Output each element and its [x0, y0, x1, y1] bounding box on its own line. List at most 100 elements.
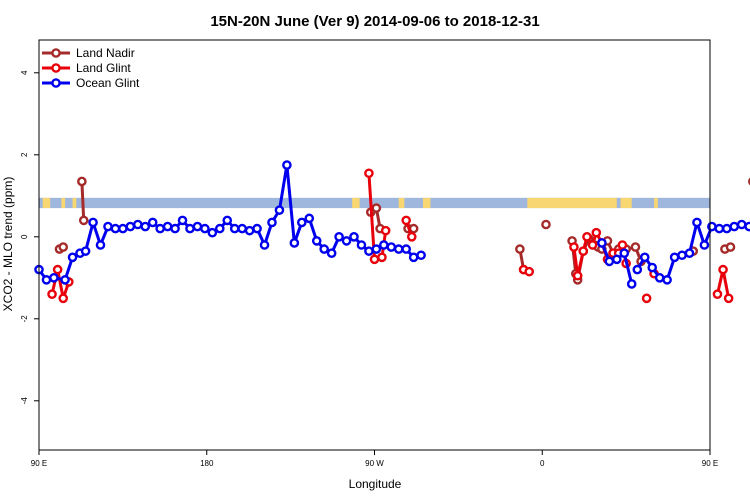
data-point-land-nadir	[725, 242, 736, 252]
data-point-land-glint	[401, 215, 411, 226]
data-point-ocean-glint	[282, 160, 292, 170]
x-axis-ticks: 90 E 180 90 W 0 90 E	[31, 450, 718, 468]
data-point-ocean-glint	[162, 221, 173, 232]
data-point-ocean-glint	[311, 236, 322, 246]
y-tick-label: -4	[20, 397, 29, 405]
data-point-ocean-glint	[744, 221, 750, 232]
data-point-land-nadir	[58, 242, 69, 252]
series-ocean-glint	[34, 160, 750, 289]
y-tick-label: 0	[20, 234, 29, 239]
land-band-segment	[398, 197, 405, 209]
data-point-ocean-glint	[632, 264, 643, 275]
data-point-land-glint	[406, 231, 417, 242]
data-point-ocean-glint	[304, 213, 315, 224]
data-point-ocean-glint	[393, 244, 404, 254]
data-point-ocean-glint	[170, 223, 180, 234]
x-tick-label: 0	[540, 459, 545, 468]
data-point-land-glint	[369, 254, 380, 265]
data-point-land-glint	[718, 264, 728, 275]
data-point-land-glint	[587, 240, 598, 250]
land-band-segment	[654, 197, 658, 209]
data-point-land-nadir	[541, 219, 551, 230]
data-point-land-glint	[47, 289, 57, 300]
data-point-ocean-glint	[118, 223, 128, 234]
data-point-ocean-glint	[699, 240, 710, 250]
x-tick-label: 180	[200, 459, 214, 468]
series-line-ocean-glint	[37, 163, 422, 282]
legend-label-land-glint: Land Glint	[76, 61, 131, 75]
data-point-ocean-glint	[349, 231, 359, 242]
data-point-ocean-glint	[49, 272, 59, 283]
data-point-ocean-glint	[721, 223, 732, 234]
land-band-segment	[42, 197, 51, 209]
data-point-ocean-glint	[379, 240, 389, 250]
y-tick-label: 2	[20, 152, 29, 157]
data-point-ocean-glint	[88, 217, 98, 228]
data-point-ocean-glint	[408, 252, 419, 263]
y-axis-label: XCO2 - MLO trend (ppm)	[1, 177, 15, 312]
data-point-land-glint	[380, 225, 391, 236]
legend-label-ocean-glint: Ocean Glint	[76, 76, 140, 90]
data-point-ocean-glint	[401, 244, 411, 254]
series-line-land-nadir	[80, 181, 86, 221]
data-point-ocean-glint	[185, 223, 195, 234]
data-point-land-glint	[572, 270, 583, 281]
land-band-segment	[72, 197, 77, 209]
plot-series	[34, 160, 750, 304]
data-point-land-nadir	[371, 203, 382, 213]
data-point-ocean-glint	[67, 252, 78, 263]
data-point-ocean-glint	[356, 240, 367, 250]
data-point-ocean-glint	[200, 223, 210, 234]
land-ocean-strip	[39, 197, 710, 209]
data-point-ocean-glint	[736, 219, 747, 230]
land-band-segment	[527, 197, 617, 209]
data-point-ocean-glint	[604, 256, 615, 267]
x-tick-label: 90 E	[702, 459, 718, 468]
data-point-ocean-glint	[386, 242, 397, 252]
data-point-ocean-glint	[654, 272, 665, 283]
chart-title: 15N-20N June (Ver 9) 2014-09-06 to 2018-…	[210, 13, 539, 30]
data-point-ocean-glint	[267, 217, 277, 228]
data-point-ocean-glint	[647, 262, 658, 273]
data-point-land-glint	[723, 293, 734, 304]
data-point-ocean-glint	[677, 250, 687, 261]
data-point-land-glint	[377, 252, 387, 263]
legend-marker-ocean-glint	[51, 78, 61, 88]
data-point-ocean-glint	[707, 221, 717, 232]
y-axis-ticks: -4 -2 0 2 4	[20, 70, 39, 404]
legend-label-land-nadir: Land Nadir	[76, 46, 135, 60]
data-point-ocean-glint	[289, 238, 300, 248]
data-point-ocean-glint	[692, 217, 702, 228]
data-point-ocean-glint	[95, 240, 106, 250]
data-point-ocean-glint	[626, 279, 637, 289]
data-point-ocean-glint	[319, 244, 329, 254]
data-point-ocean-glint	[207, 227, 218, 238]
data-point-ocean-glint	[729, 221, 740, 232]
data-point-ocean-glint	[326, 248, 337, 258]
y-tick-label: 4	[20, 70, 29, 75]
data-point-ocean-glint	[110, 223, 121, 234]
data-point-ocean-glint	[341, 236, 352, 246]
data-point-ocean-glint	[192, 221, 203, 232]
data-point-ocean-glint	[714, 223, 725, 234]
data-point-ocean-glint	[244, 225, 255, 236]
data-point-ocean-glint	[597, 238, 607, 248]
data-point-ocean-glint	[229, 223, 240, 234]
data-point-ocean-glint	[371, 244, 382, 254]
data-point-ocean-glint	[612, 254, 622, 265]
x-tick-label: 90 E	[31, 459, 47, 468]
data-point-ocean-glint	[222, 215, 233, 226]
data-point-land-glint	[712, 289, 723, 300]
land-band-segment	[620, 197, 632, 209]
y-tick-label: -2	[20, 315, 29, 323]
x-tick-label: 90 W	[365, 459, 384, 468]
legend-marker-land-nadir	[51, 48, 61, 58]
data-point-ocean-glint	[364, 246, 374, 256]
data-point-ocean-glint	[669, 252, 680, 263]
data-point-ocean-glint	[274, 205, 285, 215]
legend-marker-land-glint	[51, 63, 61, 73]
data-point-ocean-glint	[662, 275, 672, 285]
land-band-segment	[422, 197, 431, 209]
